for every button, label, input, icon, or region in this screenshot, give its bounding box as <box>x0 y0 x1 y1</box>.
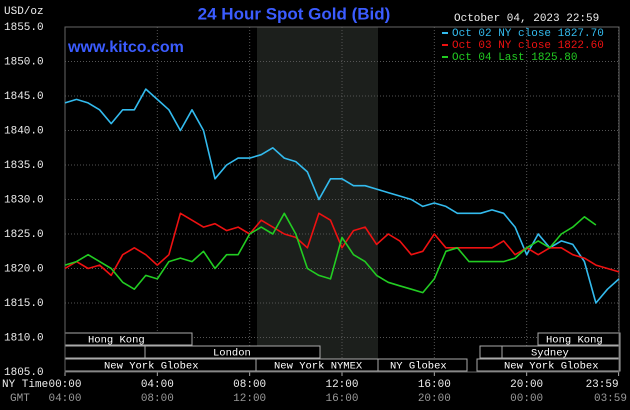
series-line <box>64 212 597 294</box>
y-unit: USD/oz <box>4 6 44 18</box>
session-box <box>537 332 621 346</box>
session-label: Hong Kong <box>88 334 145 346</box>
x-tick-label: 08:00 <box>233 379 266 391</box>
y-tick-label: 1810.0 <box>4 332 44 344</box>
session-label: Hong Kong <box>546 334 603 346</box>
plot-frame <box>64 26 620 373</box>
session-box <box>144 345 321 359</box>
x-tick-label: 12:00 <box>325 379 358 391</box>
legend-label: Oct 04 Last 1825.80 <box>452 52 577 64</box>
y-tick-label: 1850.0 <box>4 56 44 68</box>
y-tick-label: 1815.0 <box>4 298 44 310</box>
watermark: www.kitco.com <box>67 39 184 56</box>
session-label: New York NYMEX <box>274 360 363 372</box>
y-tick-label: 1845.0 <box>4 91 44 103</box>
gmt-tick-label: 03:59 <box>594 393 627 405</box>
y-tick-label: 1855.0 <box>4 22 44 34</box>
timestamp: October 04, 2023 22:59 <box>454 13 599 25</box>
session-box <box>501 345 621 359</box>
chart-title: 24 Hour Spot Gold (Bid) <box>198 4 391 23</box>
legend-label: Oct 03 NY close 1822.60 <box>452 40 604 52</box>
gmt-tick-label: 16:00 <box>325 393 358 405</box>
session-box <box>64 345 146 359</box>
session-label: Sydney <box>531 347 569 359</box>
gmt-tick-label: 20:00 <box>418 393 451 405</box>
legend-label: Oct 02 NY close 1827.70 <box>452 28 604 40</box>
gmt-tick-label: 12:00 <box>233 393 266 405</box>
gmt-tick-label: 08:00 <box>141 393 174 405</box>
series-line <box>64 88 620 304</box>
session-label: New York Globex <box>504 360 599 372</box>
sessions: Hong Kong London New York Globex New Yor… <box>64 332 621 372</box>
y-tick-label: 1805.0 <box>4 367 44 379</box>
session-label: NY Globex <box>390 360 447 372</box>
y-tick-label: 1820.0 <box>4 263 44 275</box>
gmt-tick-label: 00:00 <box>510 393 543 405</box>
session-label: New York Globex <box>104 360 199 372</box>
gmt-label: GMT <box>10 393 30 405</box>
session-box <box>377 358 468 372</box>
x-tick-label: 04:00 <box>141 379 174 391</box>
session-label: London <box>213 347 251 359</box>
x-tick-label: 16:00 <box>418 379 451 391</box>
session-box <box>479 345 503 359</box>
x-tick-label: 00:00 <box>48 379 81 391</box>
y-tick-label: 1840.0 <box>4 125 44 137</box>
x-tick-label: 23:59 <box>586 379 619 391</box>
ny-time-label: NY Time <box>2 379 48 391</box>
y-tick-label: 1825.0 <box>4 229 44 241</box>
x-tick-label: 20:00 <box>510 379 543 391</box>
y-tick-label: 1835.0 <box>4 160 44 172</box>
y-tick-label: 1830.0 <box>4 194 44 206</box>
gmt-tick-label: 04:00 <box>48 393 81 405</box>
session-box <box>476 358 621 372</box>
